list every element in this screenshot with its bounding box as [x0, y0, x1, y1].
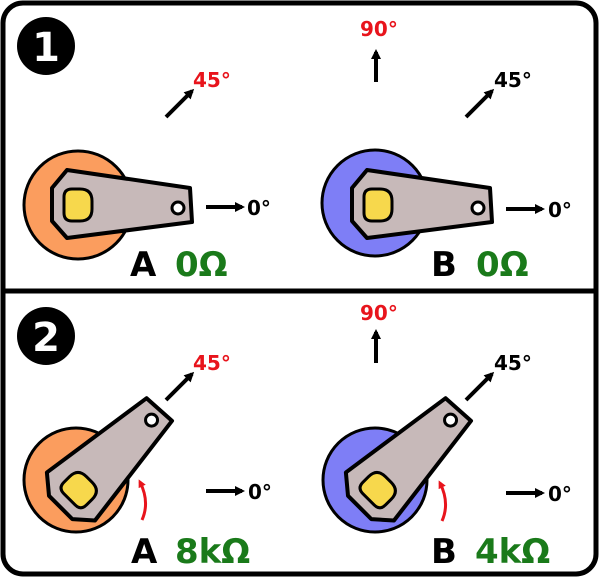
resistance-value: 4kΩ	[475, 532, 550, 572]
servo-shaft	[358, 470, 397, 510]
step-badge	[17, 307, 75, 365]
step-badge	[17, 17, 75, 75]
label-0deg: 0°	[548, 482, 572, 506]
servo-id: B	[431, 532, 457, 572]
servo-id: A	[130, 245, 157, 285]
label-0deg: 0°	[248, 480, 272, 504]
step-number: 2	[32, 315, 60, 361]
horn-hole	[144, 412, 160, 428]
label-90deg: 90°	[360, 301, 398, 325]
horn-hole	[443, 412, 459, 428]
servo-shaft	[59, 470, 98, 510]
label-45deg: 45°	[193, 351, 231, 375]
label-0deg: 0°	[548, 198, 572, 222]
servo-shaft	[362, 187, 394, 223]
resistance-value: 8kΩ	[175, 532, 250, 572]
servo-a	[22, 396, 175, 534]
panel-1: 1 0° 45° A 0Ω 0° 45° 90° B 0Ω	[17, 17, 572, 285]
resistance-value: 0Ω	[175, 245, 228, 285]
arrow-45deg	[464, 371, 495, 402]
servo-id: A	[131, 532, 158, 572]
label-90deg: 90°	[360, 17, 398, 41]
servo-shaft	[62, 187, 94, 223]
servo-id: B	[431, 245, 457, 285]
label-45deg: 45°	[494, 351, 532, 375]
servo-a	[22, 149, 194, 261]
arrow-45deg	[464, 88, 495, 119]
label-45deg: 45°	[494, 68, 532, 92]
panel-2: 2 0° 45° A 8kΩ 0°	[17, 301, 572, 572]
arrow-45deg	[164, 88, 195, 119]
servo-b	[320, 148, 494, 258]
rotation-arrow	[138, 479, 147, 521]
horn-hole	[170, 200, 186, 216]
resistance-value: 0Ω	[476, 245, 529, 285]
servo-b	[321, 396, 474, 534]
label-45deg: 45°	[193, 68, 231, 92]
arrow-45deg	[164, 371, 195, 402]
step-number: 1	[32, 25, 60, 71]
label-0deg: 0°	[247, 196, 271, 220]
horn-hole	[470, 200, 486, 216]
rotation-arrow	[438, 480, 447, 522]
